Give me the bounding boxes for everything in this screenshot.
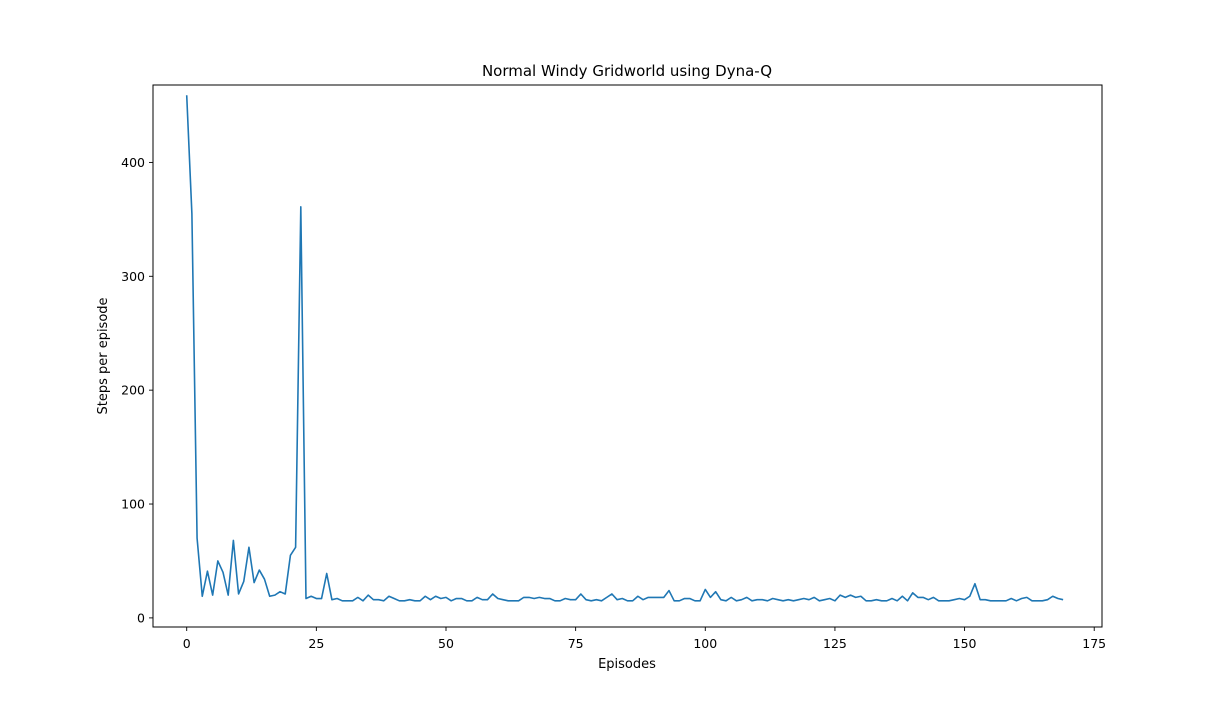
x-tick-label: 25: [308, 636, 324, 651]
x-tick-label: 100: [693, 636, 717, 651]
x-tick-label: 125: [823, 636, 847, 651]
y-tick-label: 0: [137, 610, 145, 625]
y-tick-label: 200: [121, 383, 145, 398]
x-tick-label: 75: [568, 636, 584, 651]
x-tick-label: 150: [953, 636, 977, 651]
y-axis-label: Steps per episode: [96, 297, 111, 414]
x-axis-label: Episodes: [598, 657, 656, 672]
y-tick-label: 300: [121, 269, 145, 284]
series-line-0: [185, 95, 1064, 602]
axis-ticks: 0 25 50 75 100 125 150 175 0 100 200 300 400: [121, 155, 1106, 651]
plot-area: [185, 95, 1064, 602]
plot-frame: [152, 84, 1103, 628]
x-tick-label: 50: [438, 636, 454, 651]
x-tick-label: 0: [183, 636, 191, 651]
chart-title: Normal Windy Gridworld using Dyna-Q: [482, 62, 772, 80]
x-tick-label: 175: [1082, 636, 1106, 651]
y-tick-label: 100: [121, 497, 145, 512]
y-tick-label: 400: [121, 155, 145, 170]
